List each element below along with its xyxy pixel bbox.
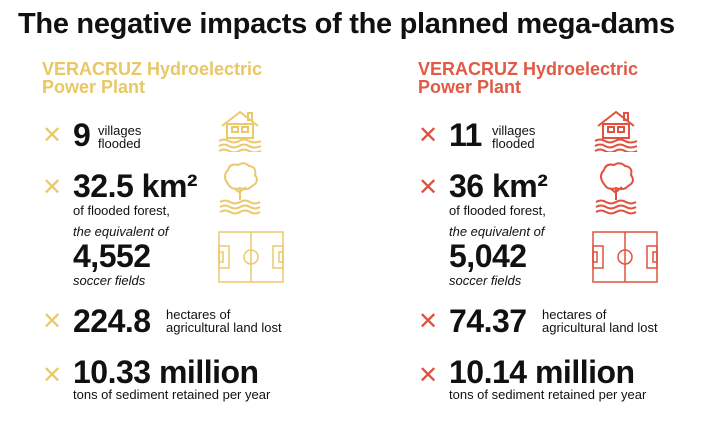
sediment-value: 10.14 million (449, 354, 635, 390)
villages-label-line1: villages (492, 123, 536, 138)
plant-title: VERACRUZ Hydroelectric Power Plant (418, 60, 638, 96)
soccer-field-icon (218, 231, 284, 283)
cross-icon: ✕ (418, 174, 439, 201)
forest-area: 36 km² (449, 168, 548, 204)
plant-title-line2: Power Plant (418, 77, 522, 97)
hectares-label-line2: agricultural land lost (166, 320, 282, 335)
soccer-count: 5,042 (449, 238, 527, 274)
flooded-tree-icon (219, 162, 261, 215)
cross-icon: ✕ (418, 122, 439, 149)
forest-label: of flooded forest, (449, 203, 546, 218)
soccer-label: soccer fields (449, 273, 522, 288)
hectares-value: 74.37 (449, 303, 527, 339)
cross-icon: ✕ (418, 362, 439, 389)
soccer-count: 4,552 (73, 238, 151, 274)
plant-title-line2: Power Plant (42, 77, 146, 97)
equivalent-label: the equivalent of (449, 224, 545, 239)
plant-title-line1: VERACRUZ Hydroelectric (42, 59, 263, 79)
sediment-value: 10.33 million (73, 354, 259, 390)
cross-icon: ✕ (42, 122, 63, 149)
hectares-label-line2: agricultural land lost (542, 320, 658, 335)
sediment-label: tons of sediment retained per year (449, 387, 647, 402)
column-veracruz-left: VERACRUZ Hydroelectric Power Plant ✕ 9 v… (42, 0, 372, 425)
hectares-label-line1: hectares of (166, 307, 231, 322)
column-veracruz-right: VERACRUZ Hydroelectric Power Plant ✕ 11 … (418, 0, 722, 425)
villages-label-line1: villages (98, 123, 142, 138)
cross-icon: ✕ (42, 362, 63, 389)
hectares-label-line1: hectares of (542, 307, 607, 322)
villages-count: 11 (449, 117, 482, 153)
forest-area: 32.5 km² (73, 168, 198, 204)
soccer-field-icon (592, 231, 658, 283)
flooded-house-icon (594, 110, 638, 152)
soccer-label: soccer fields (73, 273, 146, 288)
equivalent-label: the equivalent of (73, 224, 169, 239)
flooded-house-icon (218, 110, 262, 152)
page-title: The negative impacts of the planned mega… (18, 8, 675, 40)
hectares-value: 224.8 (73, 303, 151, 339)
cross-icon: ✕ (42, 174, 63, 201)
cross-icon: ✕ (418, 308, 439, 335)
plant-title: VERACRUZ Hydroelectric Power Plant (42, 60, 262, 96)
villages-label-line2: flooded (492, 136, 535, 151)
forest-label: of flooded forest, (73, 203, 170, 218)
cross-icon: ✕ (42, 308, 63, 335)
plant-title-line1: VERACRUZ Hydroelectric (418, 59, 639, 79)
villages-label-line2: flooded (98, 136, 141, 151)
sediment-label: tons of sediment retained per year (73, 387, 271, 402)
villages-count: 9 (73, 117, 91, 153)
flooded-tree-icon (595, 162, 637, 215)
